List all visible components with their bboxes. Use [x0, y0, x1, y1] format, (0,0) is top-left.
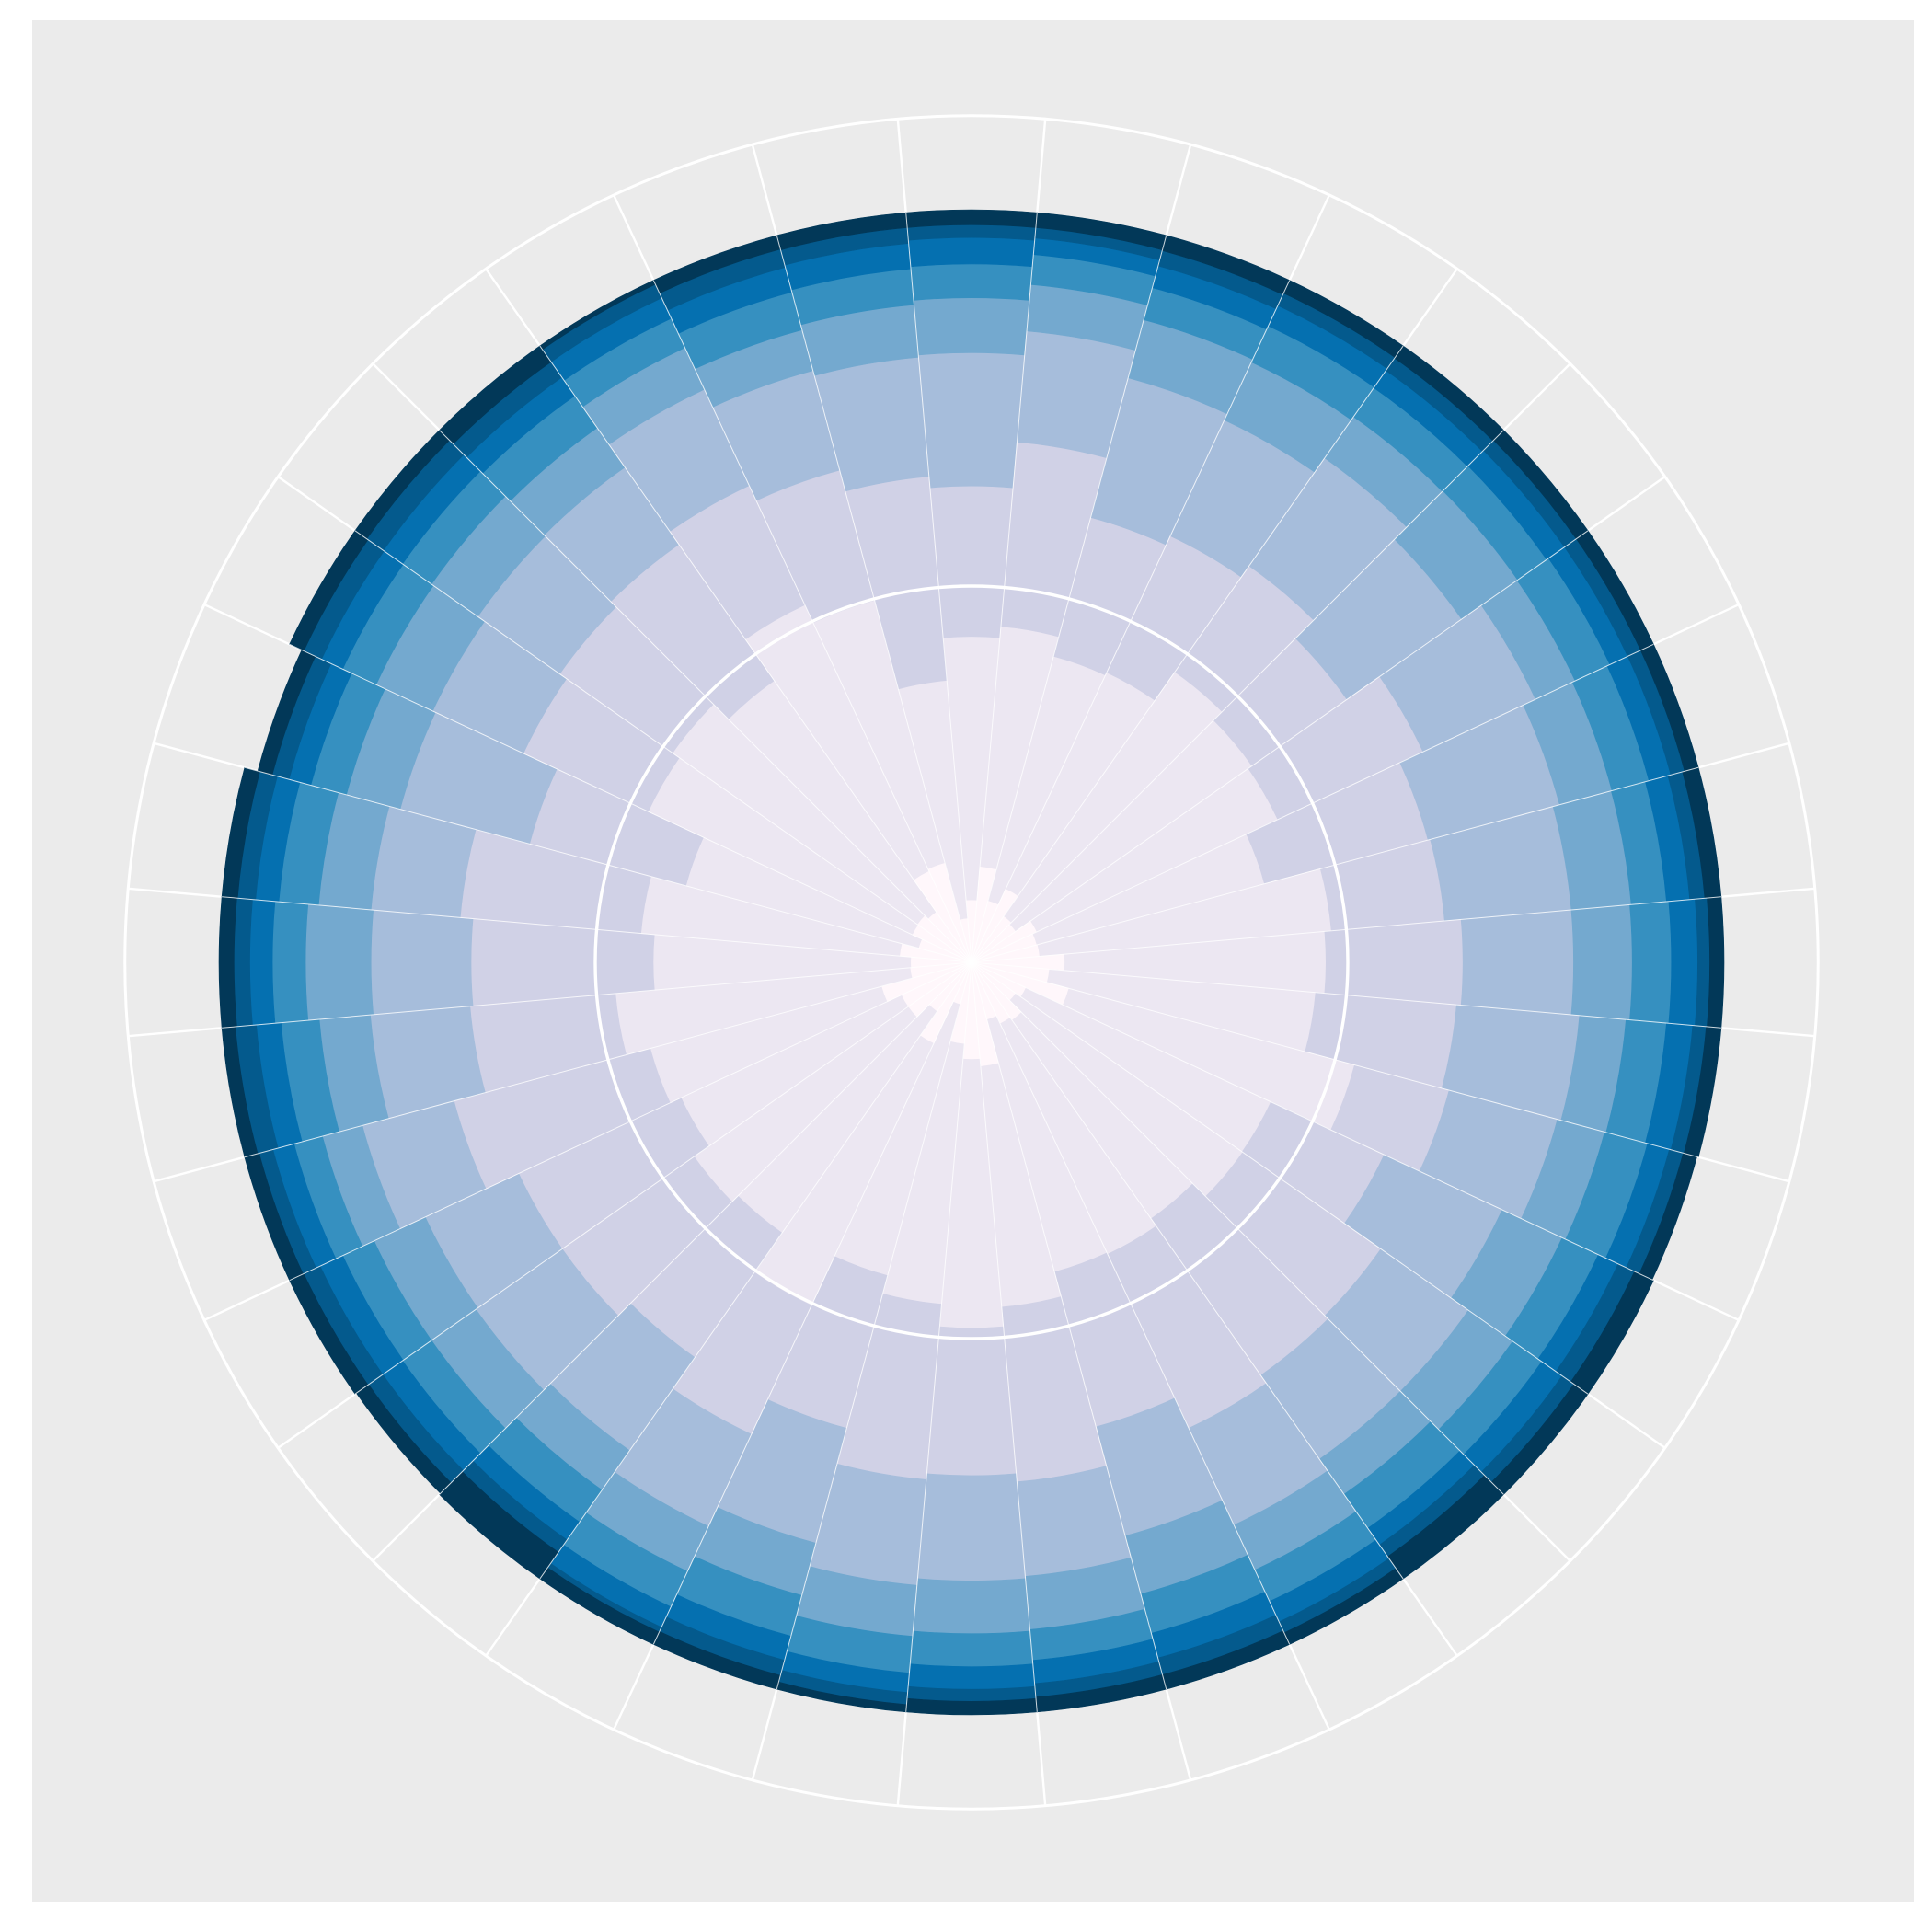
bar-segment — [1570, 904, 1633, 1020]
bar-segment — [917, 1473, 1026, 1581]
bars-layer — [218, 209, 1725, 1716]
bar-segment — [905, 209, 1038, 228]
bar-segment — [218, 896, 237, 1029]
bar-segment — [249, 899, 276, 1026]
bar-segment — [913, 297, 1030, 356]
bar-segment — [909, 1630, 1034, 1667]
outer-frame-circle — [123, 114, 1820, 1811]
bar-segment — [1460, 909, 1574, 1016]
bar-segment — [1668, 898, 1698, 1027]
bar-segment — [271, 901, 309, 1024]
bar-segment — [1629, 901, 1673, 1024]
bar-segment — [908, 236, 1035, 268]
bar-segment — [305, 903, 374, 1021]
bar-segment — [234, 897, 253, 1028]
bar-segment — [910, 263, 1033, 301]
bar-segment — [907, 1663, 1036, 1690]
overlay-layer — [222, 213, 1721, 1712]
bar-segment — [1707, 896, 1725, 1029]
bar-segment — [929, 485, 1014, 638]
radial-grid-circle — [593, 584, 1350, 1340]
bar-segment — [370, 909, 474, 1016]
bar-segment — [913, 1578, 1030, 1634]
bar-segment — [917, 352, 1026, 489]
bar-segment — [926, 1326, 1017, 1477]
